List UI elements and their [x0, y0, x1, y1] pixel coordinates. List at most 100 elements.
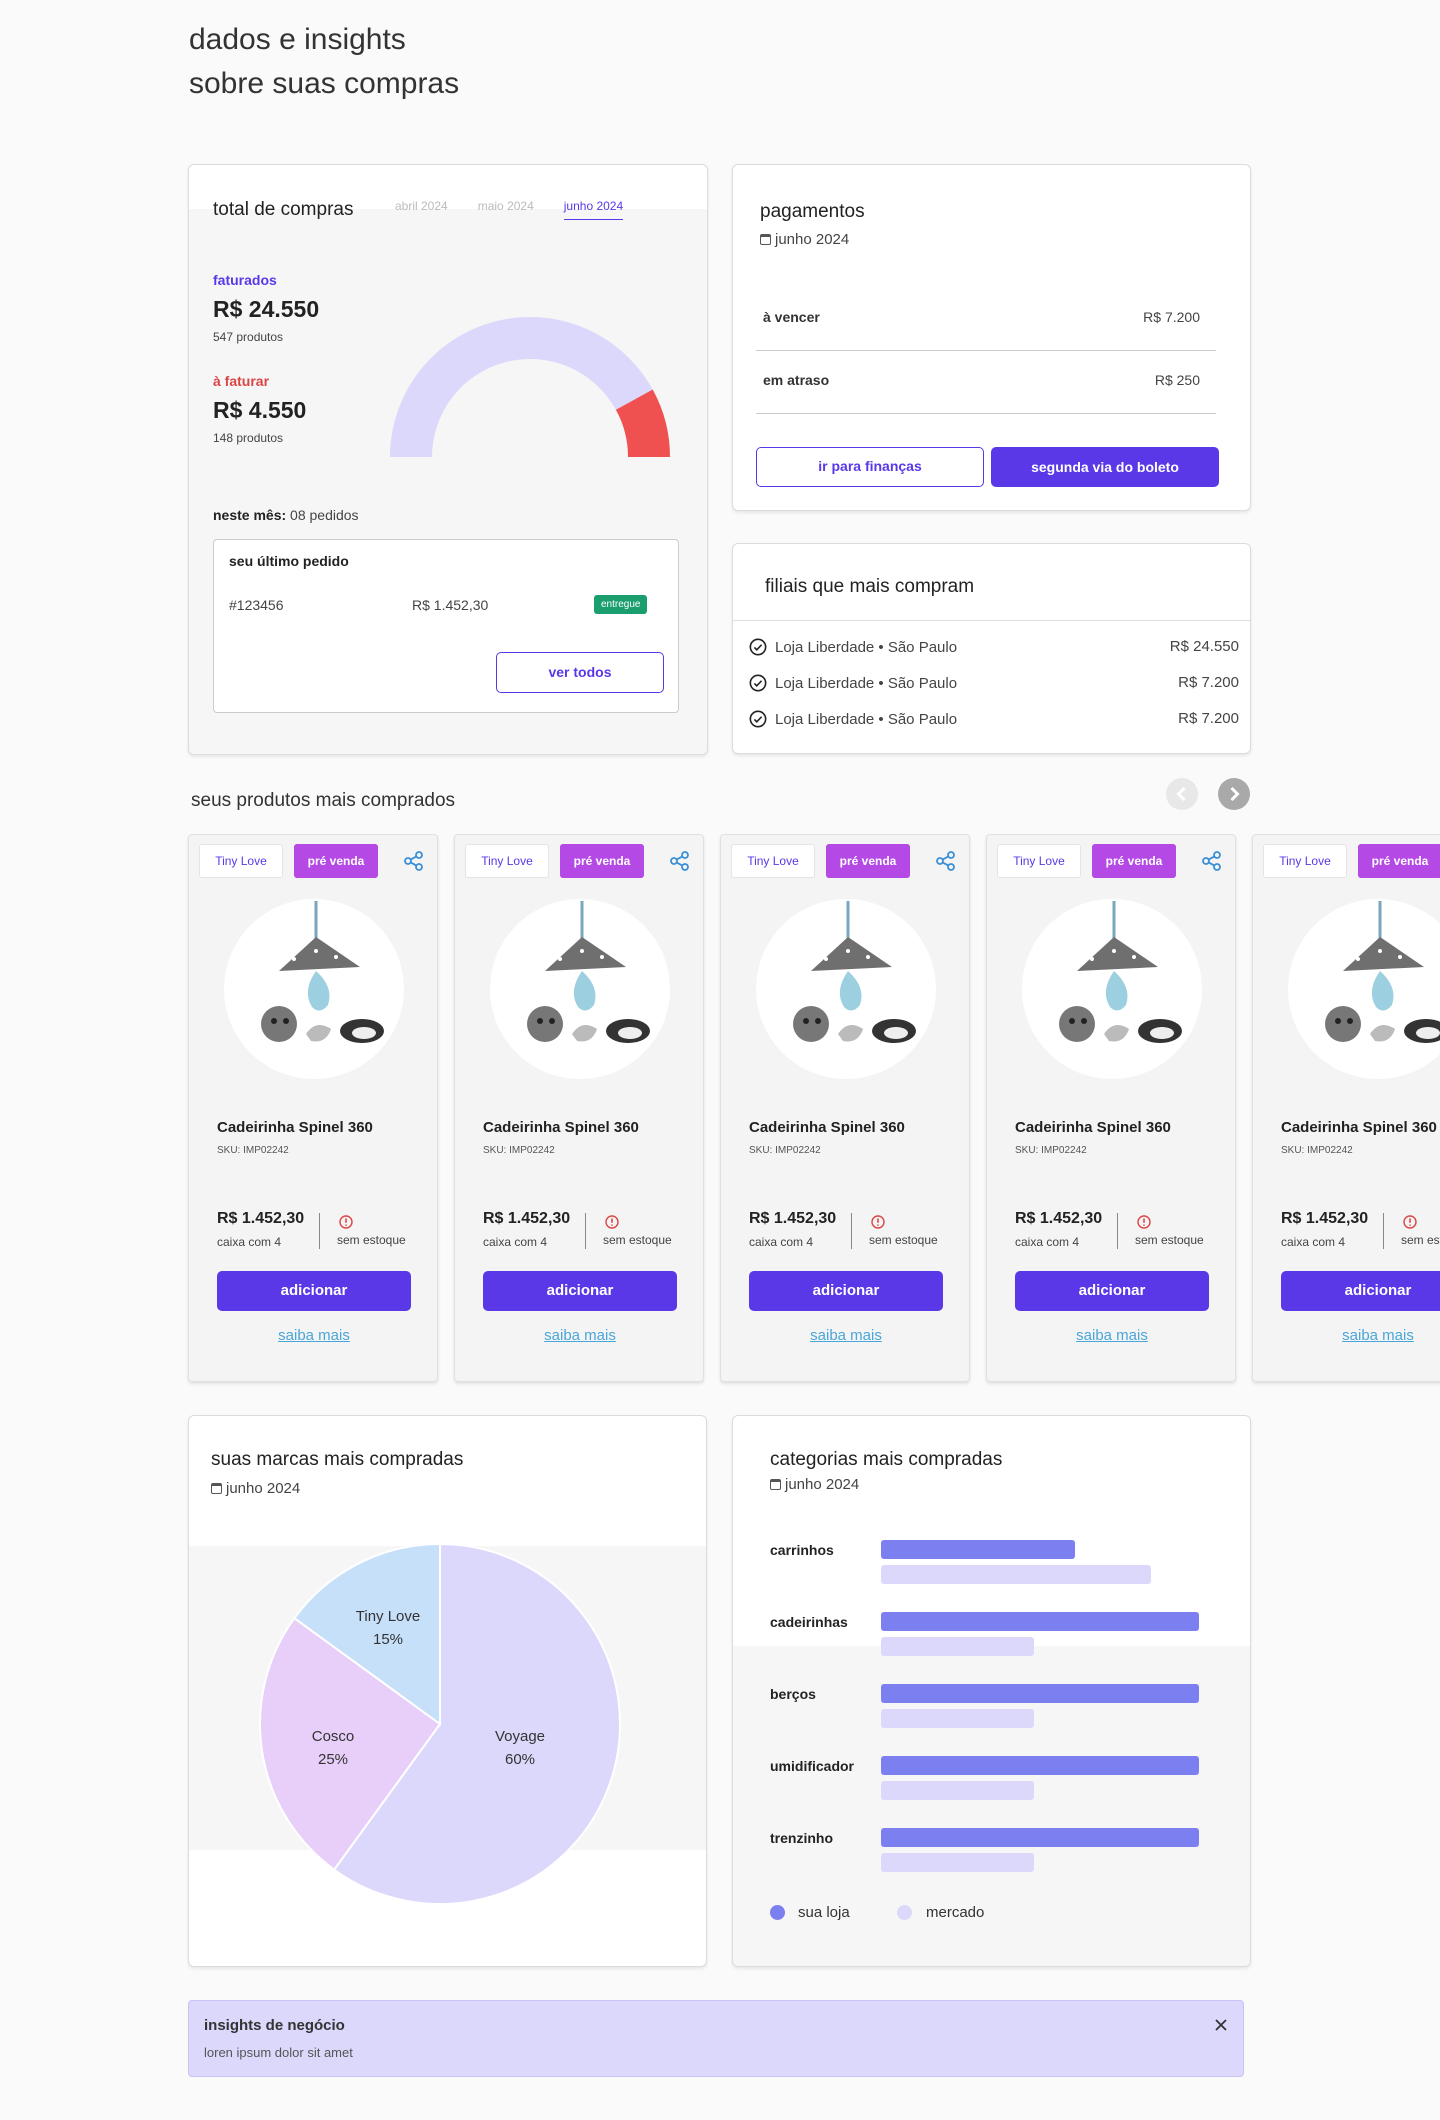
alert-icon — [1137, 1215, 1151, 1229]
share-icon[interactable] — [1201, 850, 1223, 872]
brand-tag: Tiny Love — [731, 844, 815, 878]
alert-icon — [605, 1215, 619, 1229]
legend-own-label: sua loja — [798, 1904, 850, 1921]
pie-slice-percent: 25% — [318, 1751, 348, 1768]
product-name: Cadeirinha Spinel 360 — [483, 1119, 639, 1136]
learn-more-link[interactable]: saiba mais — [810, 1327, 882, 1344]
tab-abril[interactable]: abril 2024 — [395, 199, 448, 213]
card-title: categorias mais compradas — [770, 1449, 1003, 1470]
last-order-label: seu último pedido — [229, 553, 349, 569]
date-text: junho 2024 — [785, 1476, 860, 1493]
product-sku: SKU: IMP02242 — [749, 1145, 821, 1156]
date-text: junho 2024 — [775, 231, 850, 248]
pie-slice-voyage — [332, 1542, 621, 1905]
category-label: trenzinho — [770, 1830, 833, 1846]
branch-name: Loja Liberdade • São Paulo — [775, 639, 958, 656]
legend-dot-own — [770, 1905, 785, 1920]
total-purchases-card: total de compras abril 2024 maio 2024 ju… — [188, 164, 708, 755]
pie-slice-name: Tiny Love — [356, 1608, 420, 1625]
tab-maio[interactable]: maio 2024 — [477, 199, 534, 213]
tab-junho[interactable]: junho 2024 — [563, 199, 624, 220]
last-order-box: seu último pedido #123456 R$ 1.452,30 en… — [213, 539, 679, 713]
presale-tag: pré venda — [294, 844, 378, 878]
stock-status: sem estoque — [1401, 1233, 1440, 1247]
category-label: cadeirinhas — [770, 1614, 848, 1630]
brand-tag: Tiny Love — [1263, 844, 1347, 878]
presale-tag: pré venda — [1358, 844, 1440, 878]
product-image — [490, 899, 670, 1079]
product-package: caixa com 4 — [1281, 1235, 1346, 1249]
payment-row-due: à vencer R$ 7.200 — [756, 289, 1216, 351]
card-date: junho 2024 — [770, 1476, 859, 1493]
add-to-cart-button[interactable]: adicionar — [1281, 1271, 1440, 1311]
brands-card: suas marcas mais compradas junho 2024 Vo… — [188, 1415, 707, 1967]
stock-status: sem estoque — [337, 1233, 406, 1247]
bar-own-store — [881, 1828, 1199, 1847]
legend-dot-market — [897, 1905, 912, 1920]
calendar-icon — [770, 1479, 781, 1490]
see-all-button[interactable]: ver todos — [496, 652, 664, 693]
divider — [319, 1213, 320, 1249]
bar-market — [881, 1709, 1034, 1728]
insights-title: insights de negócio — [204, 2017, 345, 2034]
pie-slice-percent: 60% — [505, 1751, 535, 1768]
product-price: R$ 1.452,30 — [1015, 1210, 1103, 1227]
last-order-id: #123456 — [229, 597, 284, 613]
learn-more-link[interactable]: saiba mais — [278, 1327, 350, 1344]
product-sku: SKU: IMP02242 — [1015, 1145, 1087, 1156]
alert-icon — [1403, 1215, 1417, 1229]
chevron-right-icon — [1218, 778, 1250, 810]
share-icon[interactable] — [403, 850, 425, 872]
card-date: junho 2024 — [760, 231, 849, 248]
payment-value: R$ 250 — [1154, 372, 1200, 388]
add-to-cart-button[interactable]: adicionar — [1015, 1271, 1209, 1311]
learn-more-link[interactable]: saiba mais — [1076, 1327, 1148, 1344]
categories-card: categorias mais compradas junho 2024 car… — [732, 1415, 1251, 1967]
product-sku: SKU: IMP02242 — [217, 1145, 289, 1156]
stock-status: sem estoque — [869, 1233, 938, 1247]
alert-icon — [339, 1215, 353, 1229]
product-price: R$ 1.452,30 — [483, 1210, 571, 1227]
card-title: filiais que mais compram — [765, 576, 975, 597]
product-card: Tiny Love pré venda Cadeirinha Spinel 36… — [986, 834, 1236, 1382]
presale-tag: pré venda — [826, 844, 910, 878]
heading-line-2: sobre suas compras — [189, 67, 460, 100]
learn-more-link[interactable]: saiba mais — [544, 1327, 616, 1344]
share-icon[interactable] — [935, 850, 957, 872]
product-package: caixa com 4 — [749, 1235, 814, 1249]
carousel-next-button[interactable] — [1218, 778, 1250, 810]
gauge-invoiced-segment — [390, 317, 653, 457]
carousel-prev-button[interactable] — [1166, 778, 1198, 810]
divider — [851, 1213, 852, 1249]
divider — [1117, 1213, 1118, 1249]
brands-pie-chart: Voyage 60% Cosco 25% Tiny Love 15% — [259, 1542, 621, 1905]
to-invoice-count: 148 produtos — [213, 431, 284, 445]
payment-value: R$ 7.200 — [1143, 309, 1200, 325]
add-to-cart-button[interactable]: adicionar — [217, 1271, 411, 1311]
product-card: Tiny Love pré venda Cadeirinha Spinel 36… — [1252, 834, 1440, 1382]
to-invoice-value: R$ 4.550 — [213, 397, 307, 423]
presale-tag: pré venda — [1092, 844, 1176, 878]
boleto-button[interactable]: segunda via do boleto — [991, 447, 1219, 487]
bar-market — [881, 1781, 1034, 1800]
pie-slice-name: Voyage — [495, 1728, 545, 1745]
branch-value: R$ 24.550 — [1169, 638, 1239, 655]
page-heading: dados e insights sobre suas compras — [189, 18, 459, 106]
share-icon[interactable] — [669, 850, 691, 872]
product-image — [1022, 899, 1202, 1079]
branch-value: R$ 7.200 — [1178, 674, 1239, 691]
category-label: umidificador — [770, 1758, 855, 1774]
add-to-cart-button[interactable]: adicionar — [749, 1271, 943, 1311]
product-card: Tiny Love pré venda Cadeirinha Spinel 36… — [720, 834, 970, 1382]
learn-more-link[interactable]: saiba mais — [1342, 1327, 1414, 1344]
pie-slice-name: Cosco — [312, 1728, 355, 1745]
month-orders-value: 08 pedidos — [290, 507, 359, 523]
product-image — [224, 899, 404, 1079]
calendar-icon — [760, 234, 771, 245]
brand-tag: Tiny Love — [199, 844, 283, 878]
finance-button[interactable]: ir para finanças — [756, 447, 984, 487]
add-to-cart-button[interactable]: adicionar — [483, 1271, 677, 1311]
close-icon[interactable] — [1211, 2015, 1231, 2035]
product-package: caixa com 4 — [1015, 1235, 1080, 1249]
pie-slice-percent: 15% — [373, 1631, 403, 1648]
